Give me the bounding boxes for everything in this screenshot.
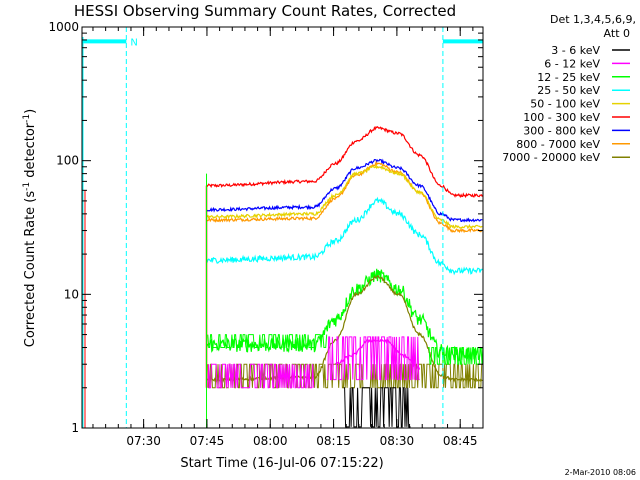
curve-50-100-kev [206,163,483,230]
curve-100-300-kev [206,125,483,199]
x-tick-label: 08:15 [316,434,351,448]
x-axis-label: Start Time (16-Jul-06 07:15:22) [180,456,383,471]
x-axis: 07:30 07:45 08:00 08:15 08:30 08:45 [92,27,478,448]
legend-entry-label: 100 - 300 keV [523,111,600,124]
x-tick-label: 08:00 [253,434,288,448]
attenuator-tag: N [130,37,137,48]
legend-entry-label: 50 - 100 keV [530,98,600,111]
x-tick-label: 07:30 [126,434,161,448]
x-tick-label: 07:45 [190,434,225,448]
band-6-12-kev-peak [326,336,420,381]
legend-entry-label: 3 - 6 keV [551,44,600,57]
band-12-25-kev-tail [428,347,484,365]
band-12-25-kev [207,334,328,348]
series-curves [84,125,484,428]
x-tick-label: 08:45 [443,434,478,448]
y-axis: 1 10 100 1000 [48,20,483,435]
curve-25-50-kev [205,196,483,276]
legend-header-line2: Att 0 [604,27,630,40]
band-3-6-kev [343,387,411,428]
legend-entry-label: 12 - 25 keV [537,71,600,84]
chart-title: HESSI Observing Summary Count Rates, Cor… [74,2,456,20]
y-tick-label: 10 [64,287,79,301]
footer-date: 2-Mar-2010 08:06 [565,468,636,477]
legend-entry-label: 300 - 800 keV [523,124,600,137]
legend-entry-label: 7000 - 20000 keV [502,151,600,164]
y-tick-label: 1000 [48,20,79,34]
legend-entry-label: 800 - 7000 keV [516,138,600,151]
legend-entry-label: 6 - 12 keV [544,57,600,70]
y-tick-label: 100 [56,154,79,168]
x-tick-label: 08:30 [380,434,415,448]
curve-800-7000-kev [206,160,483,234]
y-tick-label: 1 [71,421,79,435]
curve-12-25-kev [205,268,483,363]
curve-300-800-kev [206,158,483,223]
legend-header-line1: Det 1,3,4,5,6,9, [550,13,636,26]
y-axis-label: Corrected Count Rate (s-1 detector-1) [22,109,38,347]
band-6-12-kev [207,363,315,389]
legend-entry-label: 25 - 50 keV [537,84,600,97]
